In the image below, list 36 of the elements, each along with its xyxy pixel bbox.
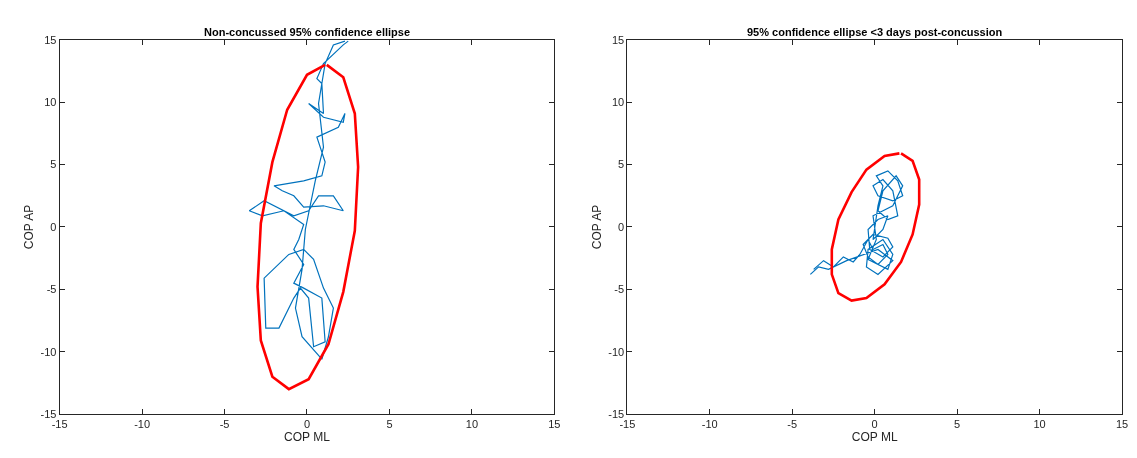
y-tick-label: 0 <box>618 220 625 233</box>
x-tick-label: -10 <box>701 418 718 431</box>
y-tick-label: 15 <box>44 33 57 46</box>
y-tick-label: -5 <box>46 283 57 296</box>
y-tick-label: 5 <box>50 158 57 171</box>
x-tick-label: 5 <box>386 418 393 431</box>
line-series <box>830 152 921 302</box>
x-tick-label: 0 <box>303 418 311 431</box>
x-tick-label: 10 <box>1033 418 1046 431</box>
x-tick-label: 0 <box>871 418 878 431</box>
x-tick-label: 10 <box>465 418 479 431</box>
y-tick-label: -15 <box>40 407 57 420</box>
y-tick-label: 5 <box>618 158 625 171</box>
x-axis-title: COP ML <box>284 430 331 445</box>
y-tick-label: 10 <box>44 96 57 109</box>
y-tick-label: -15 <box>608 407 625 420</box>
y-tick-label: 10 <box>611 96 625 109</box>
y-tick-label: 15 <box>611 33 625 46</box>
y-axis-title: COP AP <box>21 204 36 250</box>
y-axis-title: COP AP <box>589 204 604 250</box>
chart-title: Non-concussed 95% confidence ellipse <box>204 26 411 38</box>
line-series <box>256 63 360 391</box>
x-tick-label: 15 <box>548 418 561 431</box>
x-axis-title: COP ML <box>851 430 898 445</box>
chart-title: 95% confidence ellipse <3 days post-concussion <box>747 26 1003 38</box>
x-tick-label: -5 <box>787 418 798 431</box>
y-tick-label: -10 <box>40 345 57 358</box>
y-tick-label: 0 <box>50 220 57 233</box>
x-tick-label: -10 <box>134 418 151 431</box>
y-tick-label: -5 <box>614 283 625 296</box>
y-tick-label: -10 <box>608 345 625 358</box>
x-tick-label: 5 <box>954 418 961 431</box>
x-tick-label: -5 <box>219 418 230 431</box>
line-series <box>809 170 904 275</box>
x-tick-label: 15 <box>1115 418 1129 431</box>
line-series <box>248 40 349 360</box>
